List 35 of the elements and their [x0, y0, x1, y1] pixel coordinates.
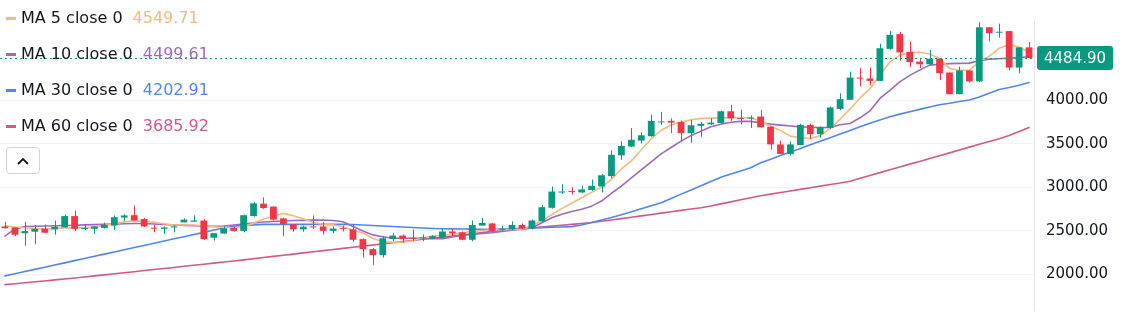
- candlestick: [548, 185, 556, 210]
- candlestick: [31, 224, 39, 245]
- annotation: 4549.71: [132, 8, 199, 27]
- candlestick: [647, 114, 655, 138]
- candlestick: [956, 66, 963, 95]
- ref-line-label: 4484.90: [1044, 48, 1107, 67]
- legend-label: MA 5 close 0: [21, 8, 123, 27]
- candlestick: [608, 149, 615, 179]
- legend-label: MA 60 close 0: [21, 116, 133, 135]
- annotation: 3685.92: [142, 116, 209, 135]
- candlestick: [309, 214, 317, 230]
- candlestick: [618, 140, 625, 161]
- y-tick-label: 2500.00: [1046, 220, 1109, 239]
- y-tick-label: 2000.00: [1046, 264, 1109, 283]
- y-tick-label: 4000.00: [1046, 90, 1109, 109]
- candlestick: [71, 210, 78, 232]
- y-tick-label: 3500.00: [1046, 133, 1109, 152]
- candlestick: [200, 218, 208, 241]
- candlestick: [657, 111, 665, 126]
- candlestick: [886, 30, 894, 51]
- legend-label: MA 10 close 0: [21, 44, 133, 63]
- candlestick: [598, 173, 605, 193]
- candlestick: [896, 31, 904, 62]
- legend-label: MA 30 close 0: [21, 80, 133, 99]
- y-tick-label: 3000.00: [1046, 177, 1109, 196]
- candlestick: [995, 23, 1003, 39]
- candlestick: [468, 220, 476, 242]
- candlestick: [21, 221, 29, 247]
- candlestick: [747, 114, 755, 129]
- annotation: 4499.61: [142, 44, 209, 63]
- candlestick: [409, 228, 416, 242]
- candlestick: [906, 40, 914, 68]
- candlestick: [558, 183, 566, 195]
- candlestick: [379, 235, 387, 259]
- annotation: 4202.91: [142, 80, 209, 99]
